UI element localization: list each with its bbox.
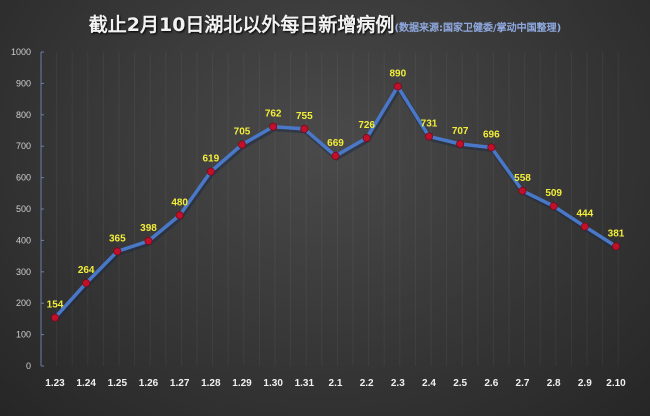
data-label: 398 [140, 223, 157, 234]
data-label: 890 [389, 69, 406, 80]
data-label: 669 [327, 138, 344, 149]
data-label: 696 [483, 129, 500, 140]
y-tick-label: 200 [16, 298, 31, 308]
data-label: 264 [78, 265, 95, 276]
data-series: 154 264 365 398 480 619 705 762 755 669 726 890 731 7… [47, 69, 625, 322]
x-tick-label: 1.23 [45, 378, 65, 389]
y-tick-label: 800 [16, 110, 31, 120]
data-point [362, 134, 371, 143]
x-tick-label: 1.24 [76, 378, 96, 389]
chart-subtitle: (数据来源:国家卫健委/掌动中国整理) [394, 23, 562, 34]
data-label: 755 [296, 111, 313, 122]
data-label: 707 [452, 126, 469, 137]
data-point [424, 132, 433, 141]
x-tick-label: 1.25 [108, 378, 128, 389]
data-point [113, 247, 122, 256]
data-label: 705 [234, 127, 251, 138]
x-tick-label: 1.26 [139, 378, 159, 389]
data-label: 731 [421, 118, 438, 129]
y-tick-label: 300 [16, 267, 31, 277]
data-point [51, 313, 60, 322]
data-label: 444 [576, 209, 593, 220]
x-tick-label: 2.8 [547, 378, 561, 389]
data-point [175, 211, 184, 220]
x-tick-label: 2.1 [329, 378, 343, 389]
data-label: 154 [47, 300, 64, 311]
y-tick-label: 600 [16, 173, 31, 183]
y-axis: 0 100 200 300 400 500 600 700 800 900 1000 [11, 47, 44, 371]
data-label: 762 [265, 109, 282, 120]
data-label: 619 [202, 154, 219, 165]
data-point [206, 167, 215, 176]
y-tick-label: 0 [26, 361, 31, 371]
y-tick-label: 500 [16, 204, 31, 214]
data-point [331, 151, 340, 160]
y-tick-label: 700 [16, 141, 31, 151]
y-tick-label: 1000 [11, 47, 31, 57]
data-point [580, 222, 589, 231]
x-tick-label: 2.3 [391, 378, 405, 389]
y-tick-label: 900 [16, 78, 31, 88]
data-label: 480 [171, 197, 188, 208]
data-point [487, 143, 496, 152]
x-tick-label: 2.2 [360, 378, 374, 389]
x-tick-label: 2.10 [606, 378, 626, 389]
x-tick-label: 1.31 [295, 378, 315, 389]
data-point [269, 122, 278, 131]
data-point [82, 279, 91, 288]
y-tick-label: 400 [16, 235, 31, 245]
x-tick-label: 1.30 [263, 378, 283, 389]
data-label: 365 [109, 233, 126, 244]
x-tick-label: 2.7 [516, 378, 530, 389]
grid-lines [40, 52, 619, 366]
x-tick-label: 1.27 [170, 378, 190, 389]
data-point [456, 140, 465, 149]
x-tick-label: 2.6 [484, 378, 498, 389]
chart-title-block: 截止2月10日湖北以外每日新增病例(数据来源:国家卫健委/掌动中国整理) [0, 10, 650, 37]
x-tick-label: 1.28 [201, 378, 221, 389]
y-tick-label: 100 [16, 330, 31, 340]
data-point [518, 186, 527, 195]
data-label: 726 [358, 120, 375, 131]
data-point [393, 82, 402, 91]
data-point [300, 124, 309, 133]
data-point [549, 202, 558, 211]
data-label: 558 [514, 173, 531, 184]
data-point [144, 237, 153, 246]
x-tick-label: 2.9 [578, 378, 592, 389]
x-tick-label: 2.5 [453, 378, 467, 389]
data-label: 509 [545, 188, 562, 199]
series-line [53, 84, 617, 319]
x-tick-label: 2.4 [422, 378, 436, 389]
data-label: 381 [608, 228, 625, 239]
x-tick-label: 1.29 [232, 378, 252, 389]
chart-title: 截止2月10日湖北以外每日新增病例 [88, 14, 395, 36]
data-point [237, 140, 246, 149]
data-point [612, 242, 621, 251]
x-axis: 1.23 1.24 1.25 1.26 1.27 1.28 1.29 1.30 1.31 2.1 2… [45, 378, 626, 389]
